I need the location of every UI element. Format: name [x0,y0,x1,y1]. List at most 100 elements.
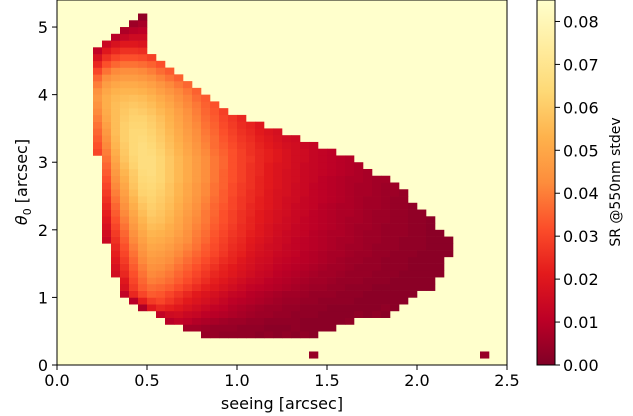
heatmap-cell [138,162,148,170]
heatmap-cell [318,229,328,237]
heatmap-cell [102,135,112,143]
heatmap-cell [156,223,166,231]
heatmap-cell [192,263,202,271]
colorbar-ticks: 0.00 0.01 0.02 0.03 0.04 0.05 0.06 0.07 0.08 [555,12,599,375]
y-tick-label: 5 [38,18,48,37]
heatmap-cell [138,47,148,55]
heatmap-cell [300,297,310,305]
heatmap-cell [300,223,310,231]
heatmap-cell [129,94,139,102]
heatmap-cell [129,283,139,291]
heatmap-cell [363,283,373,291]
heatmap-cell [255,175,265,183]
heatmap-cell [363,256,373,264]
heatmap-cell [183,263,193,271]
heatmap-cell [291,324,301,332]
heatmap-cell [327,209,337,217]
heatmap-cell [363,202,373,210]
heatmap-cell [309,277,319,285]
heatmap-cell [354,297,364,305]
heatmap-cell [327,263,337,271]
heatmap-cell [174,290,184,298]
heatmap-cell [165,223,175,231]
heatmap-cell [291,135,301,143]
heatmap-cell [138,223,148,231]
heatmap-cell [381,175,391,183]
heatmap-cell [156,229,166,237]
heatmap-cell [336,270,346,278]
heatmap-cell [417,236,427,244]
heatmap-cell [228,243,238,251]
heatmap-cell [228,135,238,143]
heatmap-cell [219,128,229,136]
heatmap-cell [363,250,373,258]
heatmap-cell [93,54,103,62]
heatmap-cell [138,283,148,291]
heatmap-cell [327,175,337,183]
heatmap-cell [174,182,184,190]
heatmap-cell [399,196,409,204]
heatmap-cell [273,243,283,251]
heatmap-cell [291,317,301,325]
heatmap-cell [273,135,283,143]
heatmap-cell [210,324,220,332]
heatmap-cell [147,135,157,143]
heatmap-cell [291,155,301,163]
heatmap-cell [183,270,193,278]
heatmap-cell [282,277,292,285]
heatmap-cell [111,40,121,48]
heatmap-cell [129,81,139,89]
heatmap-cell [372,189,382,197]
heatmap-cell [381,182,391,190]
heatmap-cell [120,135,130,143]
heatmap-cell [435,229,445,237]
heatmap-cell [120,27,130,35]
heatmap-cell [219,290,229,298]
heatmap-cell [318,317,328,325]
heatmap-cell [228,121,238,129]
heatmap-cell [273,317,283,325]
heatmap-cell [300,189,310,197]
heatmap-cell [255,250,265,258]
heatmap-cell [147,236,157,244]
heatmap-cell [417,209,427,217]
heatmap-cell [309,155,319,163]
heatmap-cell [408,256,418,264]
heatmap-cell [345,162,355,170]
heatmap-cell [435,243,445,251]
heatmap-cell [210,310,220,318]
heatmap-cell [327,223,337,231]
heatmap-cell [390,182,400,190]
heatmap-cell [291,182,301,190]
heatmap-cell [201,290,211,298]
heatmap-cell [309,162,319,170]
heatmap-cell [345,223,355,231]
heatmap-cell [210,297,220,305]
heatmap-cell [201,121,211,129]
heatmap-cell [354,196,364,204]
heatmap-cell [120,81,130,89]
heatmap-cell [102,168,112,177]
heatmap-cell [282,135,292,143]
heatmap-cell [282,317,292,325]
heatmap-cell [111,94,121,102]
heatmap-cell [120,141,130,149]
heatmap-cell [255,283,265,291]
heatmap-cell [165,148,175,156]
heatmap-cell [363,310,373,318]
heatmap-cell [111,182,121,190]
heatmap-cell [318,175,328,183]
heatmap-cell [282,182,292,190]
heatmap-cell [138,128,148,136]
heatmap-cell [228,263,238,271]
heatmap-cell [111,33,121,41]
heatmap-cell [111,162,121,170]
heatmap-cell [183,290,193,298]
heatmap-cell [210,148,220,156]
heatmap-cell [147,162,157,170]
heatmap-cell [237,114,247,122]
heatmap-cell [165,263,175,271]
heatmap-cell [300,168,310,177]
heatmap-cell [309,196,319,204]
heatmap-cell [264,148,274,156]
